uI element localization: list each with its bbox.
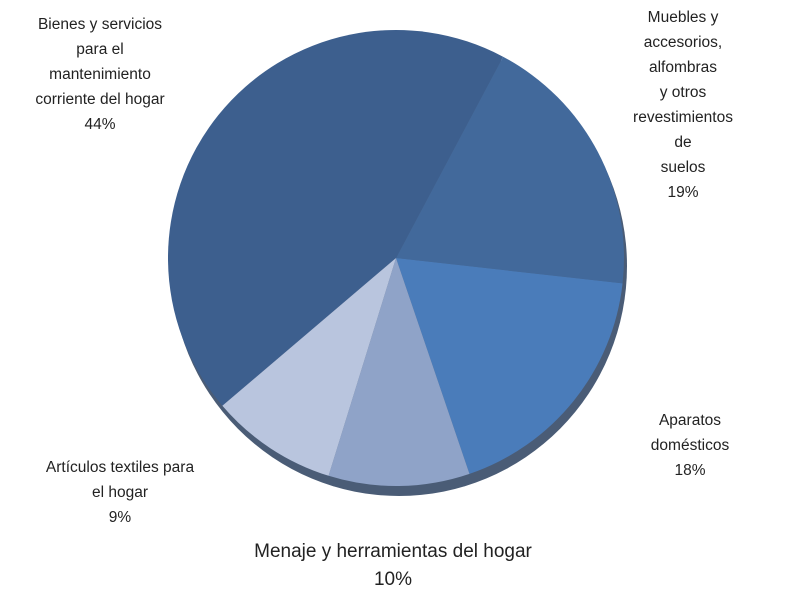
slice-label: Menaje y herramientas del hogar 10%: [254, 538, 532, 594]
slice-label: Artículos textiles para el hogar 9%: [46, 455, 194, 530]
value-label: 44%: [84, 116, 116, 133]
category-name: Muebles y accesorios, alfombras y otros …: [633, 9, 733, 176]
pie-slice: [396, 56, 625, 284]
value-label: 10%: [373, 569, 413, 590]
value-label: 18%: [674, 462, 706, 479]
category-name: Artículos textiles para el hogar: [45, 459, 195, 501]
slice-label: Muebles y accesorios, alfombras y otros …: [632, 5, 735, 205]
category-name: Menaje y herramientas del hogar: [254, 541, 532, 562]
slice-label: Aparatos domésticos 18%: [642, 408, 738, 483]
pie-slice: [328, 258, 470, 487]
category-name: Bienes y servicios para el mantenimiento…: [35, 16, 165, 108]
value-label: 9%: [108, 509, 132, 526]
category-name: Aparatos domésticos: [650, 412, 730, 454]
slice-label: Bienes y servicios para el mantenimiento…: [35, 12, 164, 137]
pie-slice: [222, 258, 396, 476]
pie-slice: [396, 258, 623, 474]
value-label: 19%: [667, 184, 699, 201]
pie-slice: [167, 29, 504, 406]
